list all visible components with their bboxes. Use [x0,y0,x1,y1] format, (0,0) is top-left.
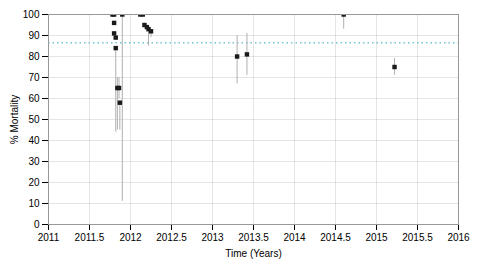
svg-text:% Mortality: % Mortality [9,95,20,144]
svg-text:2012.5: 2012.5 [156,232,187,243]
svg-text:80: 80 [28,51,40,62]
svg-text:60: 60 [28,93,40,104]
svg-text:2013: 2013 [201,232,224,243]
svg-text:50: 50 [28,114,40,125]
svg-text:Time (Years): Time (Years) [225,248,282,259]
svg-text:2011: 2011 [38,232,60,243]
svg-text:30: 30 [28,156,40,167]
svg-text:2014.5: 2014.5 [320,232,351,243]
svg-text:2011.5: 2011.5 [75,232,105,243]
svg-text:2012: 2012 [119,232,142,243]
svg-text:90: 90 [28,30,40,41]
svg-text:70: 70 [28,72,40,83]
svg-text:2013.5: 2013.5 [238,232,269,243]
svg-text:2016: 2016 [447,232,470,243]
svg-text:20: 20 [28,177,40,188]
svg-text:2015.5: 2015.5 [402,232,433,243]
svg-text:100: 100 [23,9,40,20]
svg-text:0: 0 [34,219,40,230]
svg-text:2015: 2015 [365,232,388,243]
svg-text:2014: 2014 [283,232,306,243]
svg-text:40: 40 [28,135,40,146]
svg-text:10: 10 [28,198,40,209]
